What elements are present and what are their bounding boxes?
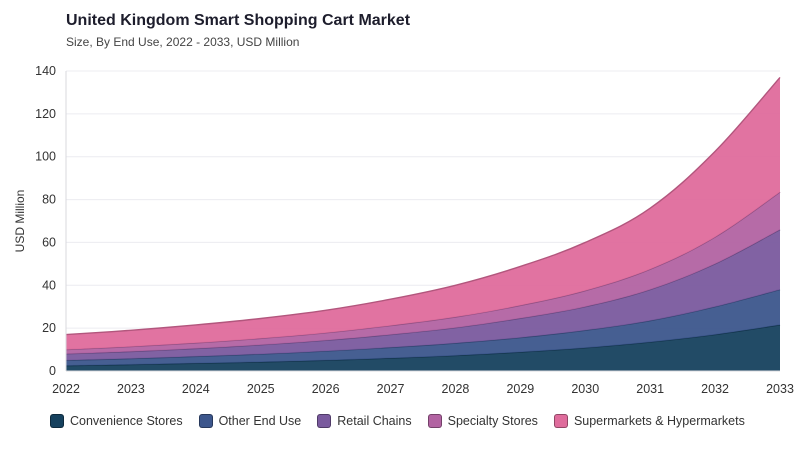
y-tick-label: 60 — [42, 235, 56, 249]
legend-swatch — [553, 414, 568, 428]
x-tick-label: 2026 — [312, 382, 340, 396]
x-tick-label: 2029 — [506, 382, 534, 396]
x-tick-label: 2030 — [571, 382, 599, 396]
y-tick-label: 100 — [35, 150, 56, 164]
legend-label: Specialty Stores — [447, 414, 538, 428]
y-tick-label: 0 — [49, 364, 56, 378]
legend-label: Convenience Stores — [70, 414, 183, 428]
y-tick-label: 40 — [42, 278, 56, 292]
chart-subtitle: Size, By End Use, 2022 - 2033, USD Milli… — [66, 35, 300, 49]
legend-item: Supermarkets & Hypermarkets — [553, 414, 745, 428]
legend-item: Convenience Stores — [50, 414, 183, 428]
y-tick-label: 140 — [35, 64, 56, 78]
area-series-other-end-use — [66, 289, 780, 366]
legend-item: Other End Use — [198, 414, 302, 428]
y-tick-label: 20 — [42, 321, 56, 335]
legend-item: Retail Chains — [317, 414, 412, 428]
x-tick-label: 2028 — [442, 382, 470, 396]
legend-label: Retail Chains — [337, 414, 412, 428]
chart-legend: Convenience Stores Other End Use Retail Ch… — [50, 414, 745, 428]
x-tick-label: 2032 — [701, 382, 729, 396]
x-tick-label: 2027 — [377, 382, 405, 396]
x-tick-label: 2025 — [247, 382, 275, 396]
x-tick-label: 2033 — [766, 382, 794, 396]
legend-swatch — [427, 414, 442, 428]
y-axis-label: USD Million — [13, 190, 27, 253]
legend-swatch — [317, 414, 332, 428]
y-tick-label: 80 — [42, 193, 56, 207]
legend-label: Other End Use — [218, 414, 302, 428]
legend-swatch — [198, 414, 213, 428]
legend-label: Supermarkets & Hypermarkets — [573, 414, 745, 428]
chart-title: United Kingdom Smart Shopping Cart Marke… — [66, 12, 411, 29]
x-tick-label: 2024 — [182, 382, 210, 396]
y-tick-label: 120 — [35, 107, 56, 121]
area-series-convenience-stores — [66, 324, 780, 371]
legend-item: Specialty Stores — [427, 414, 538, 428]
x-tick-label: 2031 — [636, 382, 664, 396]
area-series-edge — [65, 76, 781, 336]
area-series-supermarkets-hypermarkets — [66, 77, 780, 350]
stacked-area-chart: 0 20 40 60 80 100 120 140 2022 2023 2024 2025 2026 20… — [13, 64, 794, 396]
x-tick-label: 2022 — [52, 382, 80, 396]
x-tick-label: 2023 — [117, 382, 145, 396]
legend-swatch — [50, 414, 64, 428]
area-series-retail-chains — [66, 229, 780, 361]
